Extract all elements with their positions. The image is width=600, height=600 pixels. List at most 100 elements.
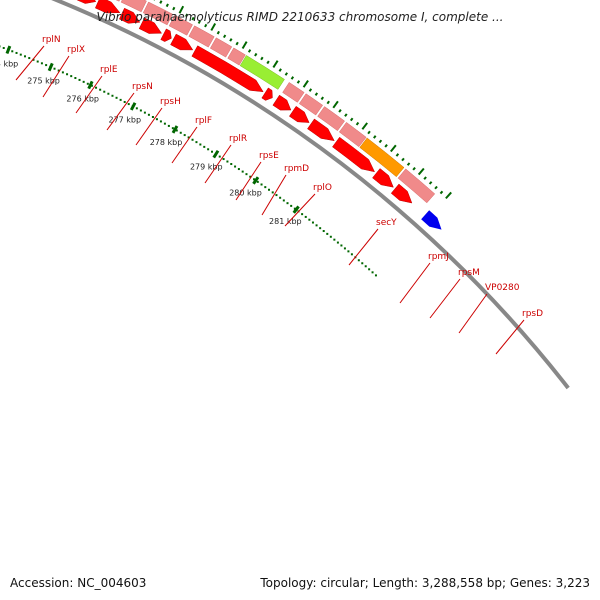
gene-leader-line [235, 161, 262, 201]
outer-tick [260, 56, 264, 61]
scale-dot [282, 199, 285, 202]
scale-dot [57, 69, 60, 72]
cds-arrow-13 [272, 94, 292, 111]
scale-dot [234, 165, 237, 168]
scale-dot [290, 204, 293, 207]
scale-dot [315, 224, 318, 227]
gene-band-8 [188, 25, 215, 48]
scale-dot [319, 227, 322, 230]
scale-dot [19, 53, 22, 56]
outer-tick [278, 68, 282, 72]
cds-arrow-15 [307, 118, 335, 142]
gene-label-rpmd: rpmD [284, 164, 309, 174]
outer-tick [338, 109, 342, 113]
scale-dot [24, 55, 27, 58]
scale-label: 275 kbp [27, 77, 60, 86]
gene-label-rpln: rplN [42, 35, 61, 45]
scale-dot [253, 178, 256, 181]
cds-arrow-17 [372, 168, 394, 188]
scale-dot [279, 196, 282, 199]
gene-band-b1 [282, 82, 305, 103]
outer-tick [412, 166, 416, 171]
backbone-ring [50, 0, 570, 390]
outer-tick [172, 6, 176, 11]
scale-dot [70, 75, 73, 78]
gene-band-b2 [298, 93, 324, 116]
scale-dot [230, 163, 233, 166]
scale-dot [264, 186, 267, 189]
scale-dot [175, 129, 178, 132]
scale-dot [143, 111, 146, 114]
outer-tick [417, 167, 425, 176]
gene-leader-line [261, 174, 287, 216]
genome-summary-text: Topology: circular; Length: 3,288,558 bp… [260, 576, 590, 590]
scale-dot [336, 241, 339, 244]
outer-tick [355, 121, 360, 126]
gene-band-b4 [338, 122, 367, 148]
scale-dot [86, 82, 89, 85]
gene-band-5 [120, 0, 147, 13]
scale-major-tick [87, 80, 94, 90]
scale-dot [371, 271, 374, 274]
cds-arrow-5 [76, 0, 97, 4]
outer-tick [326, 100, 330, 105]
scale-label: 279 kbp [190, 162, 223, 171]
outer-tick [445, 191, 452, 200]
scale-dot [260, 183, 263, 186]
outer-tick [439, 190, 444, 195]
scale-dot [171, 127, 174, 130]
gene-leader-line [348, 228, 379, 266]
gene-leader-line [399, 262, 431, 304]
gene-band-9 [209, 37, 233, 58]
cds-arrow-6 [94, 0, 121, 14]
outer-tick [197, 20, 201, 24]
scale-dot [329, 235, 332, 238]
cds-arrow-10 [170, 33, 194, 51]
gene-leader-line [495, 319, 525, 355]
outer-tick [344, 113, 348, 117]
outer-tick [241, 41, 248, 50]
scale-dot [340, 244, 343, 247]
scale-dot [115, 96, 118, 99]
scale-dot [350, 253, 353, 256]
gene-leader-line [204, 144, 232, 184]
gene-leader-line [458, 293, 488, 334]
scale-dot [256, 180, 259, 183]
scale-dot [326, 232, 329, 235]
outer-tick [434, 185, 438, 190]
cds-arrow-12 [261, 87, 273, 101]
outer-tick [314, 92, 319, 96]
gene-leader-line [15, 45, 45, 81]
scale-dot [90, 84, 93, 87]
scale-dot [361, 262, 364, 265]
gene-leader-line [171, 126, 198, 164]
outer-tick [223, 34, 227, 39]
scale-dot [111, 94, 114, 97]
outer-tick [401, 157, 405, 162]
scale-dot [275, 194, 278, 197]
outer-tick [266, 60, 270, 65]
scale-dot [364, 265, 367, 268]
gene-leader-line [284, 193, 316, 227]
scale-dot [218, 155, 221, 158]
gene-band-10 [227, 47, 246, 66]
gene-label-rpmj: rpmJ [428, 252, 449, 262]
scale-dot [15, 51, 18, 54]
outer-tick [204, 23, 208, 28]
gene-band-end [397, 168, 436, 204]
scale-dot [222, 158, 225, 161]
scale-dot [103, 90, 106, 93]
scale-dot [127, 103, 130, 106]
scale-dot [40, 62, 43, 65]
scale-dot [36, 60, 39, 63]
scale-dot [245, 173, 248, 176]
gene-label-rpsm: rpsM [458, 268, 480, 278]
gene-leader-line [135, 107, 163, 146]
outer-tick [254, 52, 258, 57]
scale-dot [268, 188, 271, 191]
gene-band-7 [168, 14, 193, 36]
outer-tick [332, 100, 339, 109]
outer-tick [428, 181, 433, 185]
scale-dot [28, 57, 31, 60]
gene-label-rplx: rplX [67, 45, 85, 55]
